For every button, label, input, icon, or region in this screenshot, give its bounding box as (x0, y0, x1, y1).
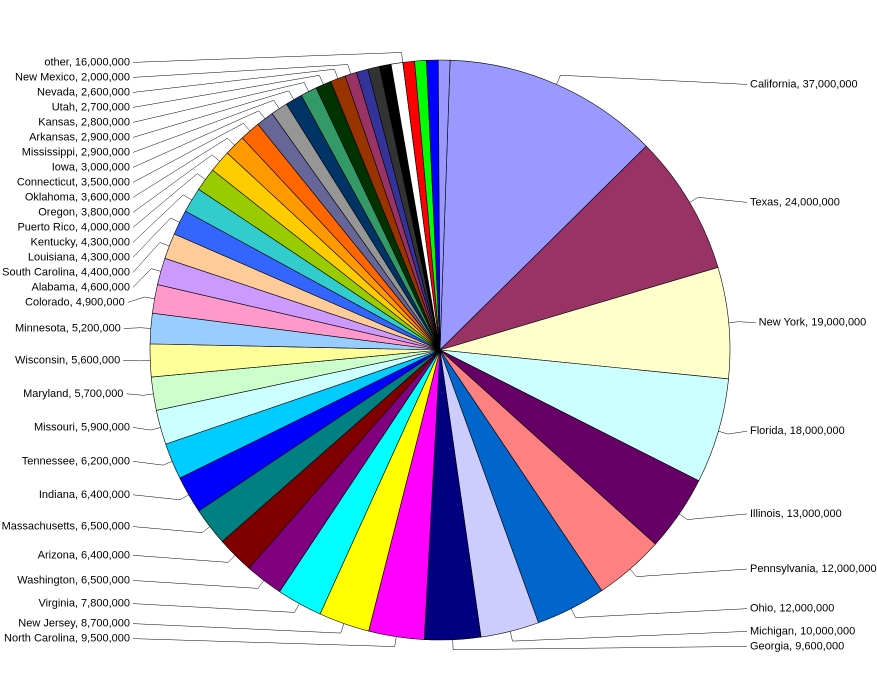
slice-label-pennsylvania: Pennsylvania, 12,000,000 (750, 563, 877, 575)
slice-label-virginia: Virginia, 7,800,000 (38, 598, 130, 610)
slice-label-new-jersey: New Jersey, 8,700,000 (18, 618, 130, 630)
slice-label-alabama: Alabama, 4,600,000 (32, 281, 130, 293)
slice-label-florida: Florida, 18,000,000 (750, 425, 845, 437)
slice-label-kansas: Kansas, 2,800,000 (38, 116, 130, 128)
slice-label-wisconsin: Wisconsin, 5,600,000 (15, 354, 120, 366)
slice-label-south-carolina: South Carolina, 4,400,000 (2, 266, 130, 278)
slice-label-illinois: Illinois, 13,000,000 (750, 508, 842, 520)
slice-label-oregon: Oregon, 3,800,000 (38, 206, 130, 218)
slice-label-georgia: Georgia, 9,600,000 (750, 640, 844, 652)
slice-label-michigan: Michigan, 10,000,000 (750, 625, 855, 637)
slice-label-oklahoma: Oklahoma, 3,600,000 (25, 191, 130, 203)
slice-label-ohio: Ohio, 12,000,000 (750, 603, 834, 615)
slice-label-massachusetts: Massachusetts, 6,500,000 (2, 521, 130, 533)
slice-label-washington: Washington, 6,500,000 (17, 574, 130, 586)
slice-label-texas: Texas, 24,000,000 (750, 196, 840, 208)
slice-label-tennessee: Tennessee, 6,200,000 (22, 455, 130, 467)
pie-slices (150, 60, 730, 640)
slice-label-arizona: Arizona, 6,400,000 (38, 549, 130, 561)
slice-label-iowa: Iowa, 3,000,000 (52, 161, 130, 173)
slice-label-louisiana: Louisiana, 4,300,000 (28, 251, 130, 263)
slice-label-puerto-rico: Puerto Rico, 4,000,000 (17, 221, 130, 233)
slice-label-nevada: Nevada, 2,600,000 (37, 86, 130, 98)
slice-label-kentucky: Kentucky, 4,300,000 (31, 236, 130, 248)
slice-label-california: California, 37,000,000 (750, 78, 858, 90)
slice-label-new-york: New York, 19,000,000 (759, 317, 867, 329)
slice-label-utah: Utah, 2,700,000 (52, 101, 130, 113)
slice-label-north-carolina: North Carolina, 9,500,000 (4, 633, 130, 645)
population-pie-chart: California, 37,000,000 Texas, 24,000,000 N… (0, 0, 877, 700)
slice-label-missouri: Missouri, 5,900,000 (34, 421, 130, 433)
slice-label-colorado: Colorado, 4,900,000 (25, 296, 125, 308)
slice-label-minnesota: Minnesota, 5,200,000 (15, 322, 121, 334)
slice-label-other: other, 16,000,000 (44, 56, 130, 68)
slice-label-maryland: Maryland, 5,700,000 (23, 388, 123, 400)
slice-label-mississippi: Mississippi, 2,900,000 (22, 146, 130, 158)
slice-label-arkansas: Arkansas, 2,900,000 (29, 131, 130, 143)
slice-label-indiana: Indiana, 6,400,000 (39, 489, 130, 501)
slice-label-connecticut: Connecticut, 3,500,000 (17, 176, 130, 188)
slice-label-new-mexico: New Mexico, 2,000,000 (15, 71, 130, 83)
